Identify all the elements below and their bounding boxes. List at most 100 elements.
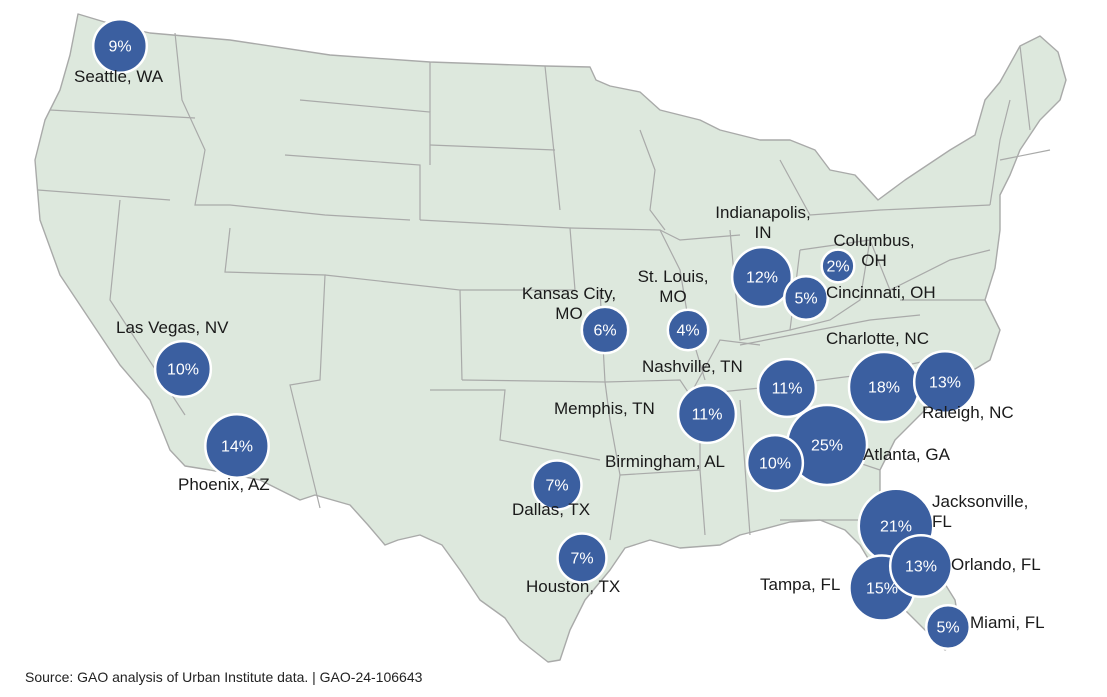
city-bubbles-layer: 25% 21% 18% 15% 14% 13% 13% 12% 11% 11% 10% 10% 9% 7%… <box>91 17 978 651</box>
bubble-percent-memphis: 11% <box>692 407 723 424</box>
city-label-line: Tampa, FL <box>760 575 840 594</box>
city-label-indianapolis: Indianapolis, IN <box>715 203 810 242</box>
city-label-line: Las Vegas, NV <box>116 318 229 337</box>
bubble-percent-charlotte: 18% <box>868 380 900 397</box>
city-bubble-indianapolis: 12% <box>730 245 794 309</box>
source-note: Source: GAO analysis of Urban Institute … <box>25 669 423 685</box>
bubble-percent-dallas: 7% <box>545 478 568 495</box>
city-bubble-dallas: 7% <box>531 459 583 511</box>
city-label-line: Raleigh, NC <box>922 403 1014 422</box>
city-label-line: Cincinnati, OH <box>826 283 936 302</box>
city-label-line: St. Louis, <box>638 267 709 286</box>
city-label-memphis: Memphis, TN <box>554 399 655 418</box>
city-bubble-kansas-city: 6% <box>580 305 630 355</box>
bubble-circle-las-vegas <box>153 339 213 399</box>
bubble-percent-las-vegas: 10% <box>167 362 199 379</box>
bubble-circle-birmingham <box>745 433 805 493</box>
us-outline <box>34 13 1067 663</box>
bubble-circle-raleigh <box>912 349 978 415</box>
bubble-circle-cincinnati <box>782 274 830 322</box>
city-label-line: Miami, FL <box>970 613 1045 632</box>
bubble-circle-kansas-city <box>580 305 630 355</box>
city-label-line: MO <box>659 287 686 306</box>
city-label-line: Kansas City, <box>522 284 616 303</box>
bubble-circle-orlando <box>888 533 954 599</box>
city-bubble-birmingham: 10% <box>745 433 805 493</box>
bubble-circle-miami <box>924 603 972 651</box>
bubble-percent-columbus: 2% <box>826 259 849 276</box>
city-bubble-raleigh: 13% <box>912 349 978 415</box>
bubble-percent-tampa: 15% <box>866 581 898 598</box>
city-label-seattle: Seattle, WA <box>74 67 164 86</box>
city-bubble-st-louis: 4% <box>666 308 710 352</box>
city-bubble-las-vegas: 10% <box>153 339 213 399</box>
city-label-line: Phoenix, AZ <box>178 475 270 494</box>
city-label-kansas-city: Kansas City, MO <box>522 284 616 323</box>
bubble-circle-indianapolis <box>730 245 794 309</box>
bubble-percent-seattle: 9% <box>108 39 131 56</box>
bubble-circle-houston <box>556 532 608 584</box>
city-label-columbus: Columbus, OH <box>833 231 914 270</box>
bubble-circle-dallas <box>531 459 583 511</box>
city-label-phoenix: Phoenix, AZ <box>178 475 270 494</box>
bubble-circle-st-louis <box>666 308 710 352</box>
city-label-miami: Miami, FL <box>970 613 1045 632</box>
bubble-percent-indianapolis: 12% <box>746 270 778 287</box>
city-label-orlando: Orlando, FL <box>951 555 1041 574</box>
city-label-line: IN <box>755 223 772 242</box>
bubble-circle-seattle <box>91 17 149 75</box>
bubble-percent-cincinnati: 5% <box>794 291 817 308</box>
bubble-percent-birmingham: 10% <box>759 456 791 473</box>
city-label-line: OH <box>861 251 887 270</box>
city-label-cincinnati: Cincinnati, OH <box>826 283 936 302</box>
bubble-percent-st-louis: 4% <box>676 323 699 340</box>
bubble-circle-phoenix <box>204 413 270 479</box>
bubble-circle-memphis <box>676 383 738 445</box>
city-bubble-nashville: 11% <box>756 357 818 419</box>
city-label-line: Jacksonville, <box>932 492 1028 511</box>
city-label-dallas: Dallas, TX <box>512 500 590 519</box>
city-label-line: Seattle, WA <box>74 67 164 86</box>
city-bubble-charlotte: 18% <box>847 350 921 424</box>
city-bubble-miami: 5% <box>924 603 972 651</box>
city-bubble-cincinnati: 5% <box>782 274 830 322</box>
city-label-line: Atlanta, GA <box>863 445 951 464</box>
city-label-raleigh: Raleigh, NC <box>922 403 1014 422</box>
city-bubble-houston: 7% <box>556 532 608 584</box>
city-label-line: Houston, TX <box>526 577 620 596</box>
bubble-percent-jacksonville: 21% <box>880 519 912 536</box>
city-label-houston: Houston, TX <box>526 577 620 596</box>
bubble-circle-columbus <box>820 248 856 284</box>
bubble-percent-phoenix: 14% <box>221 439 253 456</box>
city-label-line: Memphis, TN <box>554 399 655 418</box>
bubble-percent-orlando: 13% <box>905 559 937 576</box>
city-label-st-louis: St. Louis, MO <box>638 267 709 306</box>
city-label-line: Columbus, <box>833 231 914 250</box>
city-label-line: FL <box>932 512 952 531</box>
bubble-percent-kansas-city: 6% <box>593 323 616 340</box>
bubble-percent-atlanta: 25% <box>811 438 843 455</box>
city-label-jacksonville: Jacksonville, FL <box>932 492 1028 531</box>
bubble-circle-nashville <box>756 357 818 419</box>
city-label-atlanta: Atlanta, GA <box>863 445 951 464</box>
bubble-percent-miami: 5% <box>936 620 959 637</box>
city-label-line: Indianapolis, <box>715 203 810 222</box>
city-bubble-phoenix: 14% <box>204 413 270 479</box>
city-bubble-columbus: 2% <box>820 248 856 284</box>
city-bubble-memphis: 11% <box>676 383 738 445</box>
bubble-percent-houston: 7% <box>570 551 593 568</box>
city-label-line: Dallas, TX <box>512 500 590 519</box>
city-label-birmingham: Birmingham, AL <box>605 452 725 471</box>
city-label-line: Orlando, FL <box>951 555 1041 574</box>
city-label-las-vegas: Las Vegas, NV <box>116 318 229 337</box>
city-bubble-seattle: 9% <box>91 17 149 75</box>
city-label-line: MO <box>555 304 582 323</box>
city-label-tampa: Tampa, FL <box>760 575 840 594</box>
city-label-nashville: Nashville, TN <box>642 357 743 376</box>
city-label-charlotte: Charlotte, NC <box>826 329 929 348</box>
city-label-line: Charlotte, NC <box>826 329 929 348</box>
city-bubble-orlando: 13% <box>888 533 954 599</box>
city-labels-layer: Seattle, WA Las Vegas, NV Phoenix, AZ Dalla… <box>74 67 1045 632</box>
city-label-line: Nashville, TN <box>642 357 743 376</box>
